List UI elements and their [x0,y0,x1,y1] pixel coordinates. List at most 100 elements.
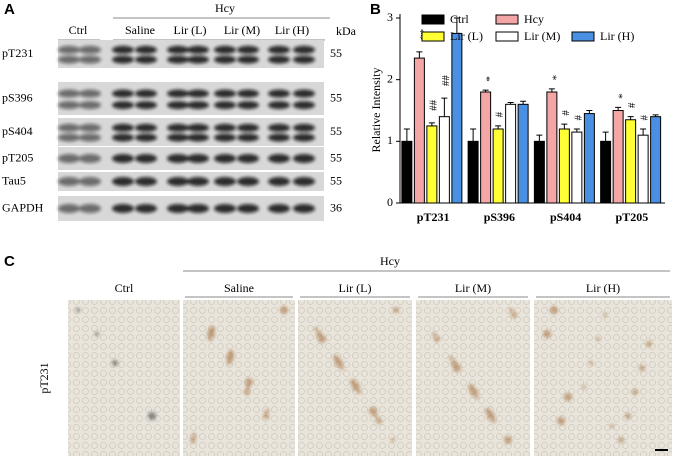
band [135,89,157,98]
band [187,89,209,98]
group-label: Hcy [380,254,400,268]
band [79,45,101,54]
error-bar [416,51,423,59]
band [293,123,315,132]
band [293,45,315,54]
column-header: Saline [224,281,254,295]
band [187,204,209,213]
stain [432,308,517,444]
stain-spot [393,307,399,313]
error-bar [470,128,477,142]
stain-spot [352,383,360,391]
bar [451,32,463,204]
band [214,55,236,64]
stain-spot [280,306,288,314]
stain-spot [485,408,491,414]
stain-spot [434,336,440,342]
error-bar [548,88,555,92]
column-header: Ctrl [115,281,134,295]
kda-label: 55 [330,124,342,138]
x-tick-label: pS396 [484,210,515,224]
x-tick-label: pT205 [616,210,649,224]
bar [438,116,450,204]
stain-spot [357,390,361,394]
band [112,123,134,132]
y-tick-label: 2 [387,71,393,85]
band [58,154,80,163]
band [167,133,189,142]
column-header: Lir (H) [275,23,309,37]
kda-label: 55 [330,173,342,187]
band [268,45,290,54]
band [167,177,189,186]
legend-swatch [495,31,519,42]
blot-strip [58,118,324,146]
band [112,45,134,54]
error-bar [428,122,435,126]
band [293,55,315,64]
band [58,204,80,213]
stain-spot [209,326,215,332]
significance: ** [414,29,426,40]
bar [583,113,595,204]
band [268,133,290,142]
band [79,204,101,213]
stain-spot [95,332,99,336]
band [237,177,259,186]
bar [492,128,504,204]
column-header: Lir (M) [224,23,260,37]
stain-spot [470,388,478,396]
band [79,177,101,186]
band [58,55,80,64]
band [214,133,236,142]
bar [558,128,570,204]
band [167,89,189,98]
band [293,101,315,110]
legend-label: Lir (H) [600,29,634,43]
column-header: Saline [125,23,155,37]
bar [650,116,662,204]
band [268,89,290,98]
band [112,101,134,110]
band [237,89,259,98]
stain [190,306,288,443]
column-header: Ctrl [69,23,88,37]
stain-spot [449,356,453,360]
significance: * [613,93,625,99]
micrograph-cells [416,300,530,456]
stain-spot [335,359,343,367]
band [293,154,315,163]
x-tick-label: pT231 [417,210,450,224]
blot-strip [58,40,324,68]
blot-bands [58,89,315,110]
band [237,55,259,64]
stain-spot [207,330,215,338]
band [112,55,134,64]
band [79,101,101,110]
stain-spot [148,412,156,420]
significance: # [559,110,571,116]
band [293,177,315,186]
band [237,123,259,132]
significance: # [638,115,650,121]
bar [505,103,517,204]
y-tick-label: 3 [387,10,393,24]
stain [543,306,652,443]
bar [600,140,612,204]
error-bar [561,123,568,129]
legend-label: Lir (L) [450,29,483,43]
micrograph-cells [534,300,672,456]
band [135,177,157,186]
band [237,204,259,213]
error-bar [453,17,460,34]
band [214,154,236,163]
significance: ## [426,100,438,112]
panel-label: C [4,253,15,270]
bar [401,140,413,204]
error-bar [640,128,647,136]
row-label: pS396 [2,90,33,104]
band [79,133,101,142]
row-label: pS404 [2,124,33,138]
band [58,101,80,110]
